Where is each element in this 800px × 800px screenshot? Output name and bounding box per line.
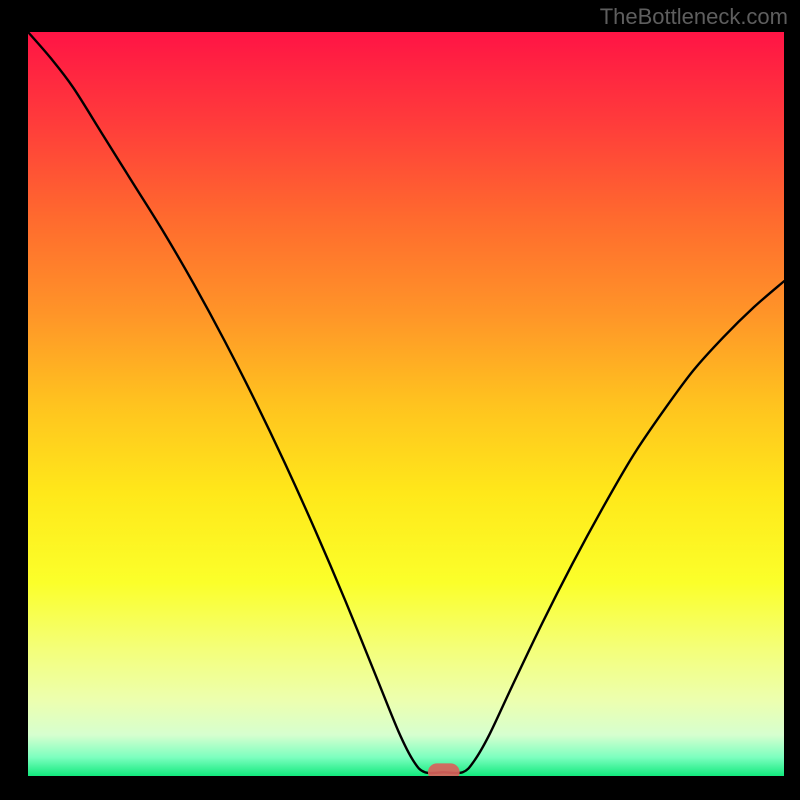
plot-area [28,32,784,776]
optimum-marker [428,763,460,776]
watermark-text: TheBottleneck.com [600,4,788,30]
chart-frame: TheBottleneck.com [0,0,800,800]
bottleneck-chart [28,32,784,776]
chart-background [28,32,784,776]
